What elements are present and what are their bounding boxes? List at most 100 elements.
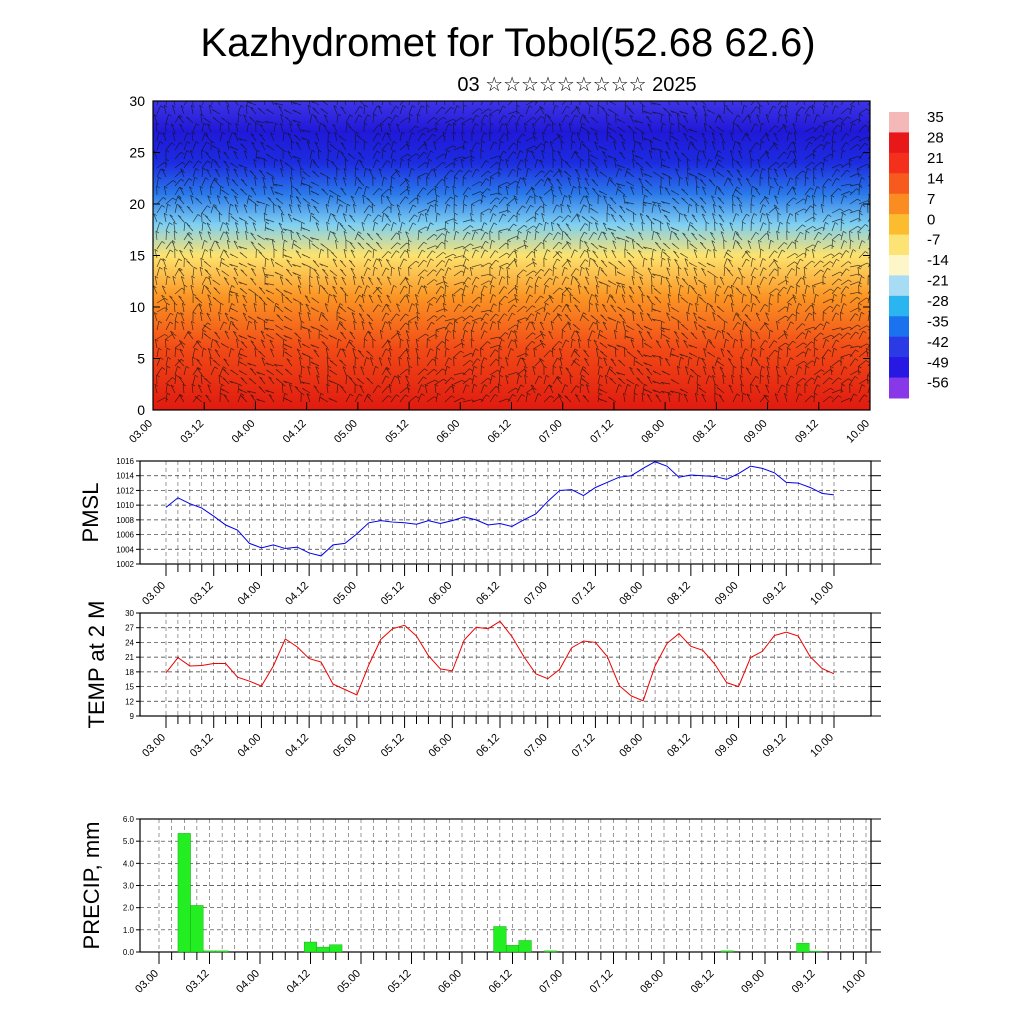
x-tick-label: 03.12 xyxy=(184,968,212,996)
series-line xyxy=(165,620,835,702)
precip-panel: 0.0 1.0 2.0 3.0 4.0 5.0 6.0 03.00 03.12 04.00 04.1… xyxy=(79,815,881,996)
x-tick-label: 06.12 xyxy=(487,968,515,996)
x-tick-label: 08.00 xyxy=(617,580,645,608)
colorbar-swatch xyxy=(889,275,909,297)
x-tick-label: 09.12 xyxy=(793,418,821,446)
x-tick-label: 10.00 xyxy=(844,418,872,446)
x-tick-label: 06.12 xyxy=(474,580,502,608)
y-tick-label: 20 xyxy=(129,196,145,212)
x-tick-label: 04.00 xyxy=(234,968,262,996)
colorbar: 35 28 21 14 7 0 -7 -14 -21 -28 -35 -42 -49 -56 xyxy=(889,109,949,399)
x-tick-label: 08.00 xyxy=(617,732,645,760)
colorbar-swatch xyxy=(889,152,909,174)
cross-section-panel: 0 5 10 15 20 25 30 03.00 03.12 04.00 04.12 05.00 05.… xyxy=(127,93,872,446)
colorbar-label: -21 xyxy=(927,273,949,290)
x-tick-label: 06.12 xyxy=(486,418,514,446)
x-tick-label: 06.00 xyxy=(426,732,454,760)
x-tick-label: 09.00 xyxy=(713,580,741,608)
y-tick-label: 9 xyxy=(130,712,135,721)
colorbar-label: 0 xyxy=(927,211,935,228)
colorbar-swatch xyxy=(889,316,909,338)
y-tick-label: 1004 xyxy=(116,545,134,554)
x-tick-label: 09.12 xyxy=(760,580,788,608)
y-tick-label: 24 xyxy=(125,638,134,647)
y-tick-label: 1002 xyxy=(116,560,134,569)
x-tick-label: 03.12 xyxy=(178,418,206,446)
x-tick-label: 10.00 xyxy=(808,580,836,608)
colorbar-label: -49 xyxy=(927,354,949,371)
x-tick-label: 05.12 xyxy=(386,968,414,996)
x-tick-label: 06.12 xyxy=(474,732,502,760)
x-tick-label: 04.00 xyxy=(236,580,264,608)
plot-frame xyxy=(139,460,872,565)
precip-bar xyxy=(796,942,810,953)
x-tick-label: 05.12 xyxy=(379,732,407,760)
precip-bar xyxy=(493,926,507,953)
y-tick-label: 30 xyxy=(129,93,145,109)
precip-bar xyxy=(518,940,532,953)
x-tick-label: 07.00 xyxy=(537,968,565,996)
x-tick-label: 08.12 xyxy=(689,968,717,996)
y-tick-label: 10 xyxy=(129,299,145,315)
series-line xyxy=(165,461,835,557)
wind-barbs xyxy=(153,101,870,403)
x-tick-label: 05.00 xyxy=(331,580,359,608)
y-tick-label: 27 xyxy=(125,624,134,633)
y-tick-label: 5.0 xyxy=(123,837,135,846)
y-tick-label: 15 xyxy=(129,248,145,264)
plot-frame xyxy=(139,612,872,717)
chart-title: Kazhydromet for Tobol(52.68 62.6) xyxy=(200,21,815,65)
precip-bar xyxy=(808,950,823,953)
x-tick-label: 09.00 xyxy=(713,732,741,760)
y-tick-label: 0 xyxy=(137,402,145,418)
x-tick-label: 03.00 xyxy=(140,580,168,608)
colorbar-label: -7 xyxy=(927,232,940,249)
colorbar-label: 14 xyxy=(927,170,944,187)
x-tick-label: 10.00 xyxy=(808,732,836,760)
y-tick-label: 5 xyxy=(137,351,145,367)
precip-bar xyxy=(505,945,520,953)
x-tick-label: 05.00 xyxy=(332,418,360,446)
colorbar-label: -56 xyxy=(927,375,949,392)
x-tick-label: 10.00 xyxy=(840,968,868,996)
x-tick-label: 09.00 xyxy=(742,418,770,446)
x-tick-label: 09.12 xyxy=(760,732,788,760)
y-tick-label: 1012 xyxy=(116,486,134,495)
precip-bar xyxy=(329,944,343,953)
colorbar-swatch xyxy=(889,132,909,154)
x-tick-label: 06.00 xyxy=(434,418,462,446)
x-tick-label: 05.00 xyxy=(335,968,363,996)
colorbar-swatch xyxy=(889,255,909,276)
temperature-field xyxy=(153,101,870,410)
precip-bar xyxy=(316,946,330,953)
y-axis-label: TEMP at 2 M xyxy=(84,601,109,729)
y-tick-label: 30 xyxy=(125,609,134,618)
y-tick-label: 12 xyxy=(125,697,134,706)
y-tick-label: 4.0 xyxy=(123,859,135,868)
x-tick-label: 04.00 xyxy=(230,418,258,446)
temp-panel: 9 12 15 18 21 24 27 30 03.00 03.12 04.00 04.12 05.00… xyxy=(84,601,881,760)
colorbar-swatch xyxy=(889,295,909,317)
precip-bar xyxy=(303,941,318,953)
x-tick-label: 09.12 xyxy=(790,968,818,996)
precip-bar xyxy=(202,950,217,953)
y-tick-label: 1010 xyxy=(116,501,134,510)
y-axis-label: PMSL xyxy=(78,483,103,543)
x-tick-label: 04.12 xyxy=(281,418,309,446)
x-tick-label: 07.00 xyxy=(537,418,565,446)
colorbar-label: -14 xyxy=(927,252,949,269)
y-tick-label: 6.0 xyxy=(123,815,135,824)
x-tick-label: 08.12 xyxy=(665,732,693,760)
colorbar-swatch xyxy=(889,173,909,195)
x-tick-label: 07.00 xyxy=(522,732,550,760)
precip-bar xyxy=(190,905,204,953)
colorbar-swatch xyxy=(889,193,909,215)
x-tick-label: 06.00 xyxy=(426,580,454,608)
precip-bar xyxy=(720,950,734,953)
y-tick-label: 18 xyxy=(125,668,134,677)
x-tick-label: 03.00 xyxy=(140,732,168,760)
y-tick-label: 1016 xyxy=(116,457,134,466)
x-tick-label: 06.00 xyxy=(436,968,464,996)
colorbar-swatch xyxy=(889,112,909,133)
